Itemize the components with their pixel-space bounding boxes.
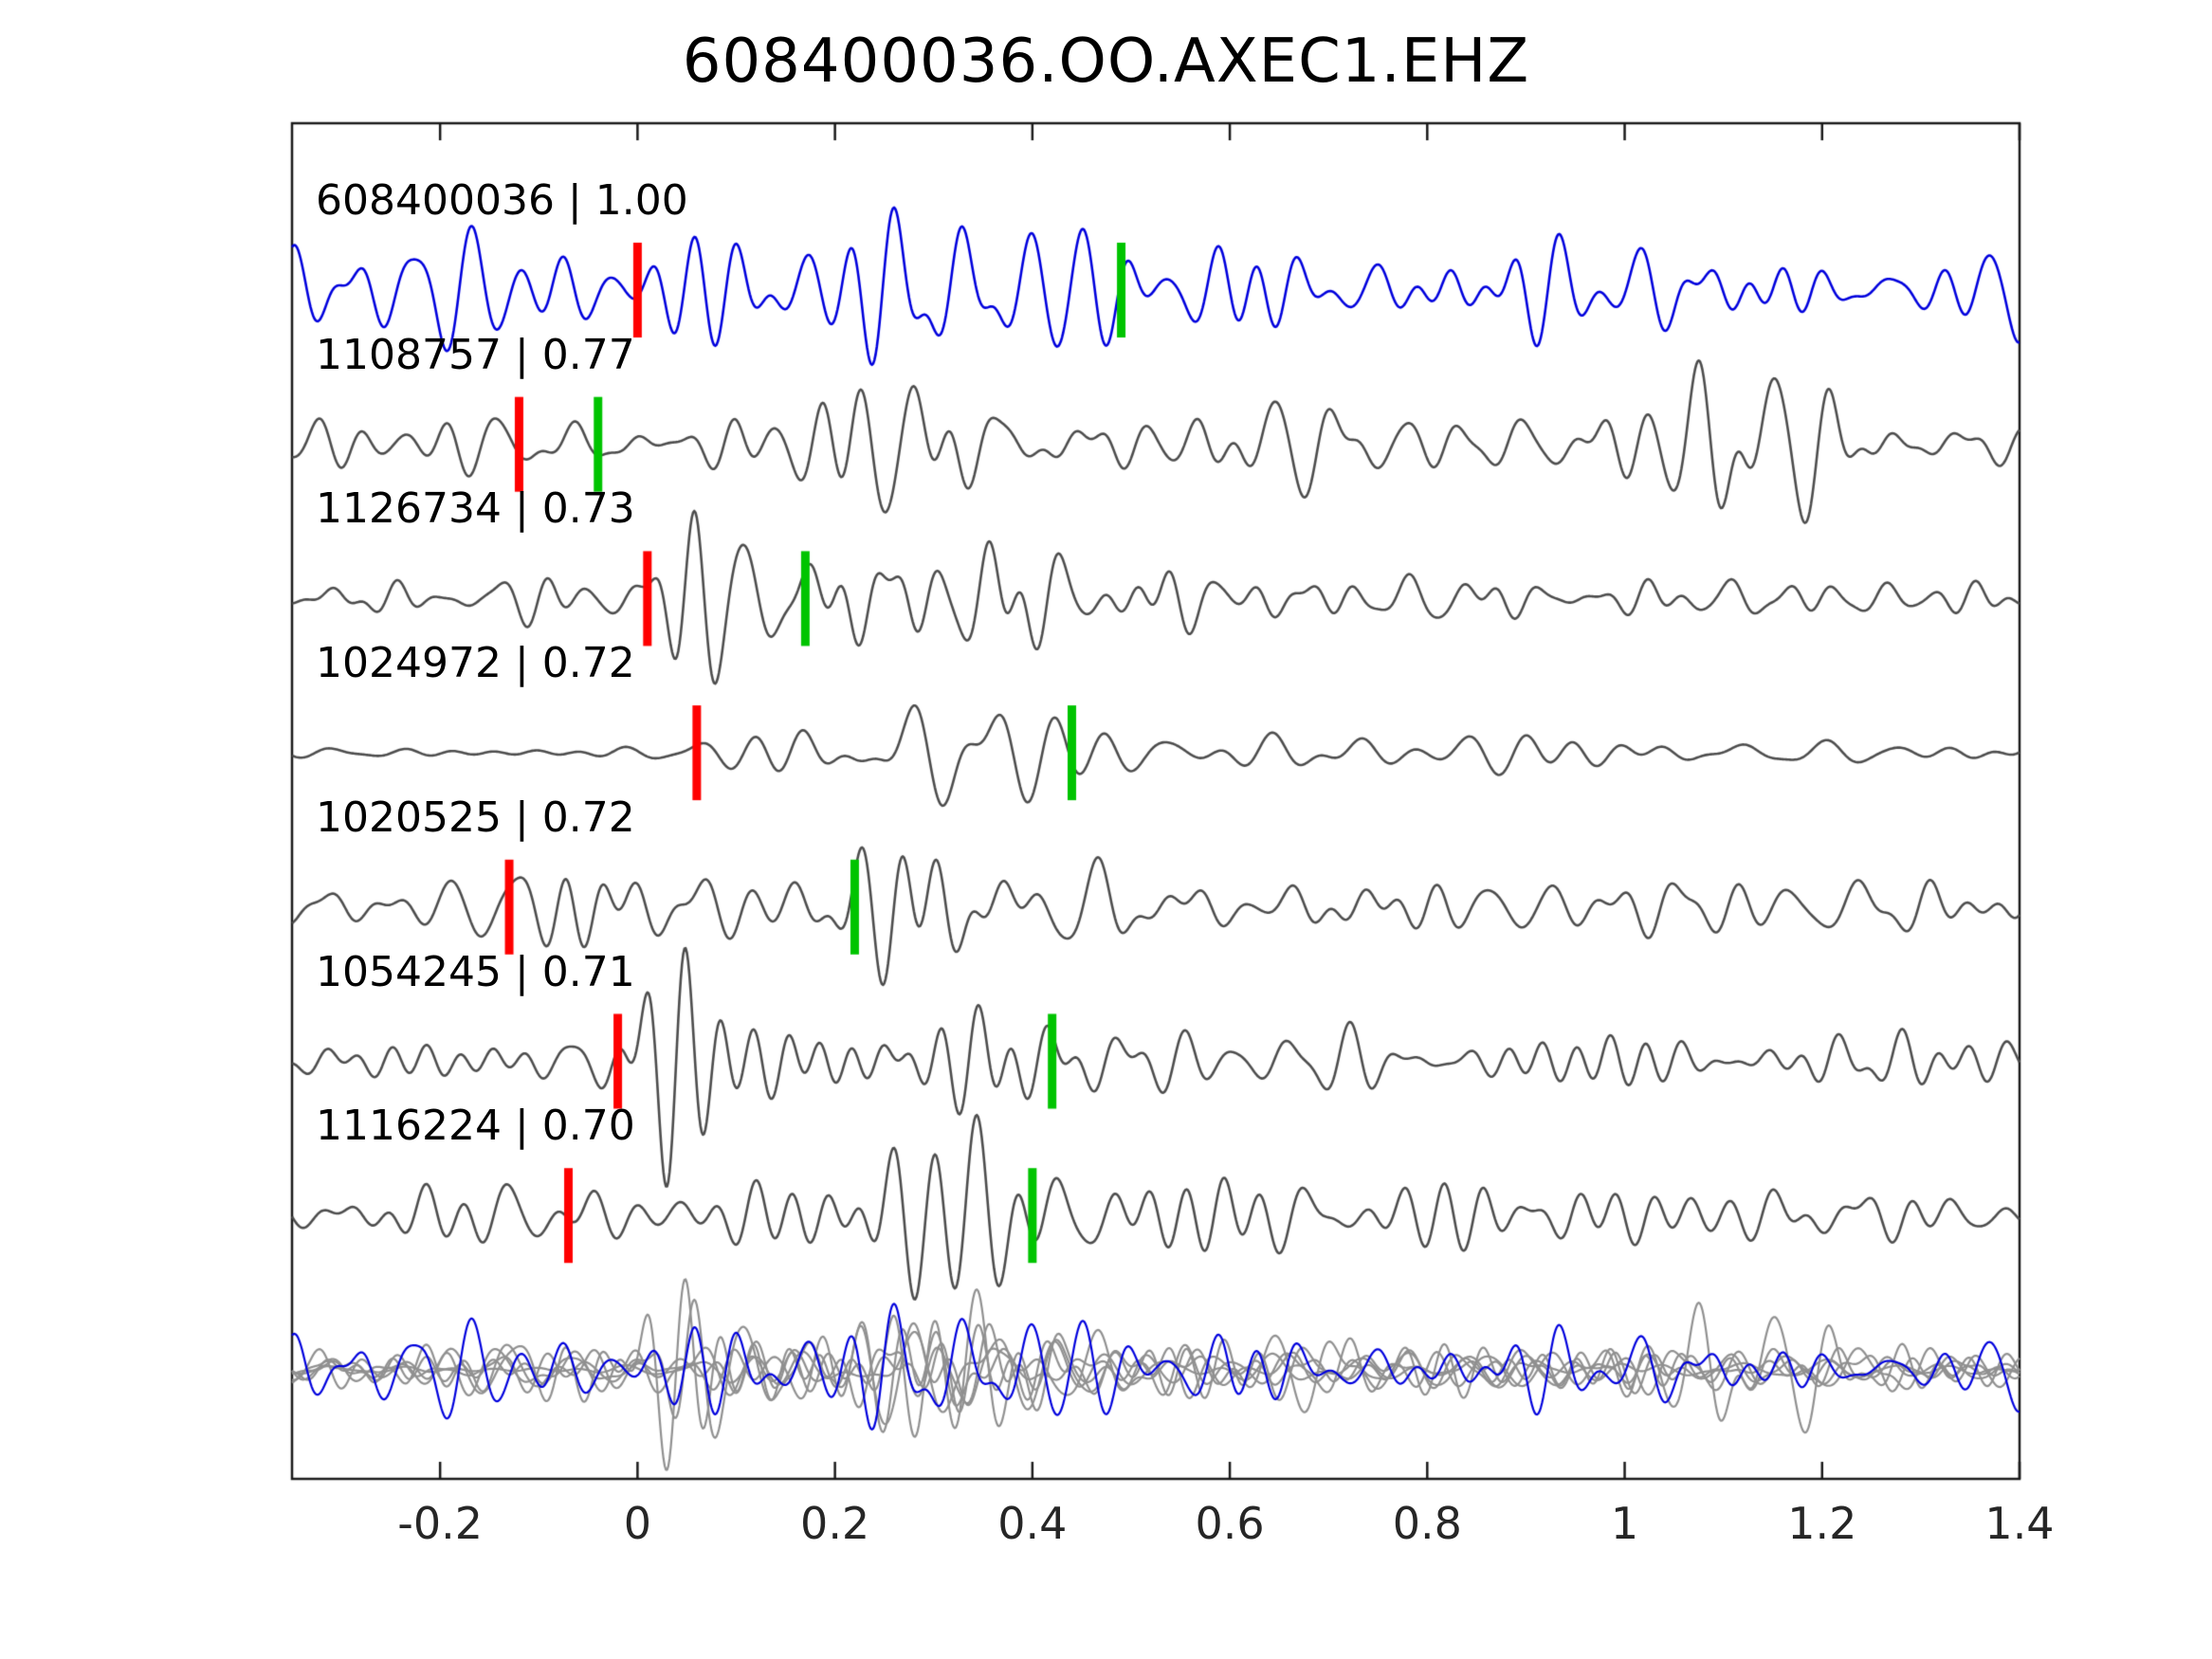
- x-tick-label: 1.4: [1984, 1498, 2055, 1549]
- trace-label-1024972: 1024972 | 0.72: [316, 639, 635, 688]
- x-tick-label: 0.8: [1392, 1498, 1462, 1549]
- x-tick-label: 1: [1610, 1498, 1639, 1549]
- x-tick-label: 0.4: [997, 1498, 1068, 1549]
- x-tick-label: -0.2: [397, 1498, 484, 1549]
- trace-label-1020525: 1020525 | 0.72: [316, 793, 635, 842]
- trace-label-1108757: 1108757 | 0.77: [316, 330, 635, 379]
- x-tick-label: 1.2: [1787, 1498, 1857, 1549]
- x-tick-label: 0.2: [800, 1498, 870, 1549]
- trace-label-1054245: 1054245 | 0.71: [316, 947, 635, 996]
- trace-label-608400036: 608400036 | 1.00: [316, 176, 688, 225]
- x-tick-label: 0.6: [1195, 1498, 1265, 1549]
- x-tick-label: 0: [623, 1498, 652, 1549]
- trace-label-1126734: 1126734 | 0.73: [316, 484, 635, 534]
- trace-label-1116224: 1116224 | 0.70: [316, 1102, 635, 1151]
